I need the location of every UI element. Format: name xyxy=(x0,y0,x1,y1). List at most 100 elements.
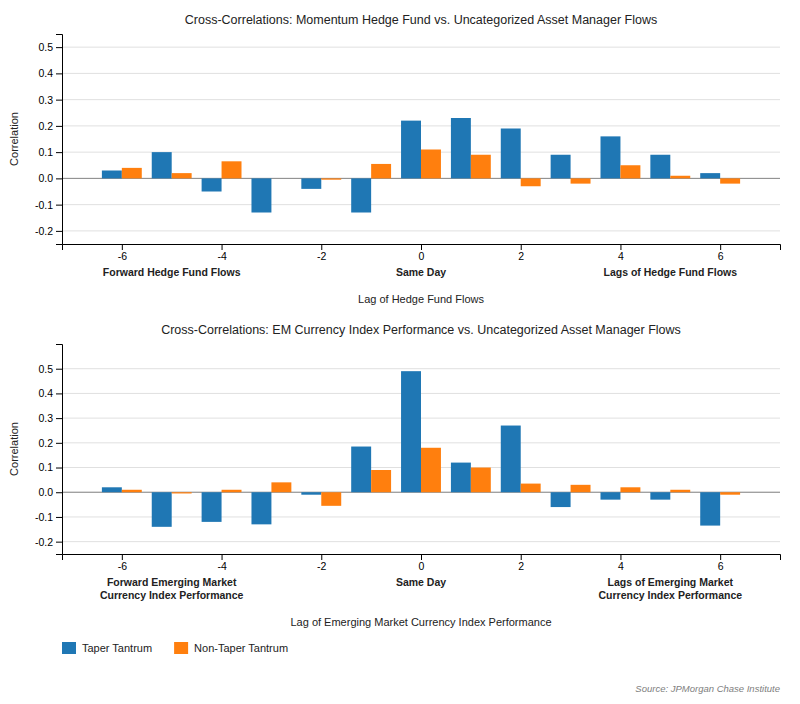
bar xyxy=(551,492,571,507)
grid-line xyxy=(62,541,780,542)
tick: -2 xyxy=(317,244,326,262)
tick-mark xyxy=(56,205,62,206)
annotation: Lags of Emerging MarketCurrency Index Pe… xyxy=(599,576,743,601)
tick-mark xyxy=(56,468,62,469)
tick-label: 6 xyxy=(718,560,724,572)
chart: Cross-Correlations: EM Currency Index Pe… xyxy=(8,323,781,628)
tick-label: 0 xyxy=(419,560,425,572)
chart-canvas: Cross-Correlations: Momentum Hedge Fund … xyxy=(0,0,800,704)
bar xyxy=(351,447,371,493)
bar xyxy=(401,121,421,179)
bar xyxy=(670,490,690,492)
tick: 0 xyxy=(419,554,425,572)
annotation: Same Day xyxy=(396,266,446,278)
bar xyxy=(720,492,740,494)
tick-mark xyxy=(56,418,62,419)
bar xyxy=(471,468,491,493)
tick: 0.3 xyxy=(38,93,62,105)
tick-mark xyxy=(521,554,522,560)
tick: -6 xyxy=(118,244,127,262)
tick-label: 2 xyxy=(518,250,524,262)
tick: 0 xyxy=(419,244,425,262)
bar xyxy=(301,178,321,189)
bar xyxy=(720,178,740,183)
grid-line xyxy=(62,204,780,205)
tick-mark xyxy=(56,231,62,232)
tick-mark xyxy=(56,100,62,101)
legend-label: Taper Tantrum xyxy=(82,642,152,654)
legend-swatch xyxy=(62,642,76,654)
tick-mark xyxy=(122,554,123,560)
bar xyxy=(401,371,421,492)
bar xyxy=(650,492,670,499)
tick: 2 xyxy=(518,554,524,572)
tick-label: 0.4 xyxy=(38,387,53,399)
bar xyxy=(152,152,172,178)
tick-label: -0.2 xyxy=(35,225,53,237)
tick-label: 0.3 xyxy=(38,93,53,105)
bar xyxy=(152,492,172,527)
bar xyxy=(650,155,670,179)
source-note: Source: JPMorgan Chase Institute xyxy=(635,683,780,694)
bar xyxy=(700,492,720,525)
chart-title: Cross-Correlations: Momentum Hedge Fund … xyxy=(185,13,657,27)
bar xyxy=(571,485,591,492)
tick-label: 4 xyxy=(618,560,624,572)
tick: 0.4 xyxy=(38,387,62,399)
tick-label: -6 xyxy=(118,560,127,572)
tick-label: -2 xyxy=(317,560,326,572)
tick: 0.0 xyxy=(38,486,62,498)
tick-label: 0.1 xyxy=(38,461,53,473)
tick-mark xyxy=(56,393,62,394)
tick: 0.1 xyxy=(38,146,62,158)
bar xyxy=(172,173,192,178)
tick-label: -4 xyxy=(217,560,226,572)
tick-mark xyxy=(620,244,621,250)
y-axis: -0.2-0.10.00.10.20.30.40.5 xyxy=(35,345,63,555)
tick-mark xyxy=(421,244,422,250)
tick-mark xyxy=(56,152,62,153)
tick-label: -0.2 xyxy=(35,536,53,548)
bar xyxy=(202,492,222,522)
bar xyxy=(451,118,471,178)
chart-title: Cross-Correlations: EM Currency Index Pe… xyxy=(161,323,681,337)
tick: 6 xyxy=(718,554,724,572)
bar xyxy=(620,487,640,492)
chart: Cross-Correlations: Momentum Hedge Fund … xyxy=(8,13,781,305)
axis-line xyxy=(56,35,63,245)
annotation: Same Day xyxy=(396,576,446,588)
grid xyxy=(62,47,780,231)
annotation: Forward Hedge Fund Flows xyxy=(103,266,241,278)
axis-line xyxy=(63,555,781,561)
tick-mark xyxy=(56,517,62,518)
tick-label: 0.0 xyxy=(38,486,53,498)
tick-mark xyxy=(321,554,322,560)
bar xyxy=(222,490,242,492)
legend-swatch xyxy=(174,642,188,654)
tick-label: -0.1 xyxy=(35,198,53,210)
tick-label: 0.2 xyxy=(38,120,53,132)
annotation: Lags of Hedge Fund Flows xyxy=(604,266,738,278)
bar xyxy=(251,492,271,524)
bar xyxy=(421,448,441,492)
axis-line xyxy=(63,245,781,251)
bar xyxy=(501,129,521,179)
tick: 4 xyxy=(618,554,624,572)
tick-label: 0.5 xyxy=(38,41,53,53)
tick-mark xyxy=(222,244,223,250)
bar xyxy=(551,155,571,179)
tick-label: 0.1 xyxy=(38,146,53,158)
annotation: Forward Emerging MarketCurrency Index Pe… xyxy=(100,576,244,601)
tick: 0.5 xyxy=(38,41,62,53)
x-axis-title: Lag of Hedge Fund Flows xyxy=(358,293,484,305)
tick-label: 0.0 xyxy=(38,172,53,184)
tick-mark xyxy=(521,244,522,250)
tick-mark xyxy=(56,443,62,444)
bar xyxy=(670,176,690,179)
bar xyxy=(301,492,321,494)
bar-series xyxy=(122,150,740,187)
tick-mark xyxy=(620,554,621,560)
legend-label: Non-Taper Tantrum xyxy=(194,642,288,654)
y-axis-title: Correlation xyxy=(8,112,20,166)
tick-mark xyxy=(56,126,62,127)
